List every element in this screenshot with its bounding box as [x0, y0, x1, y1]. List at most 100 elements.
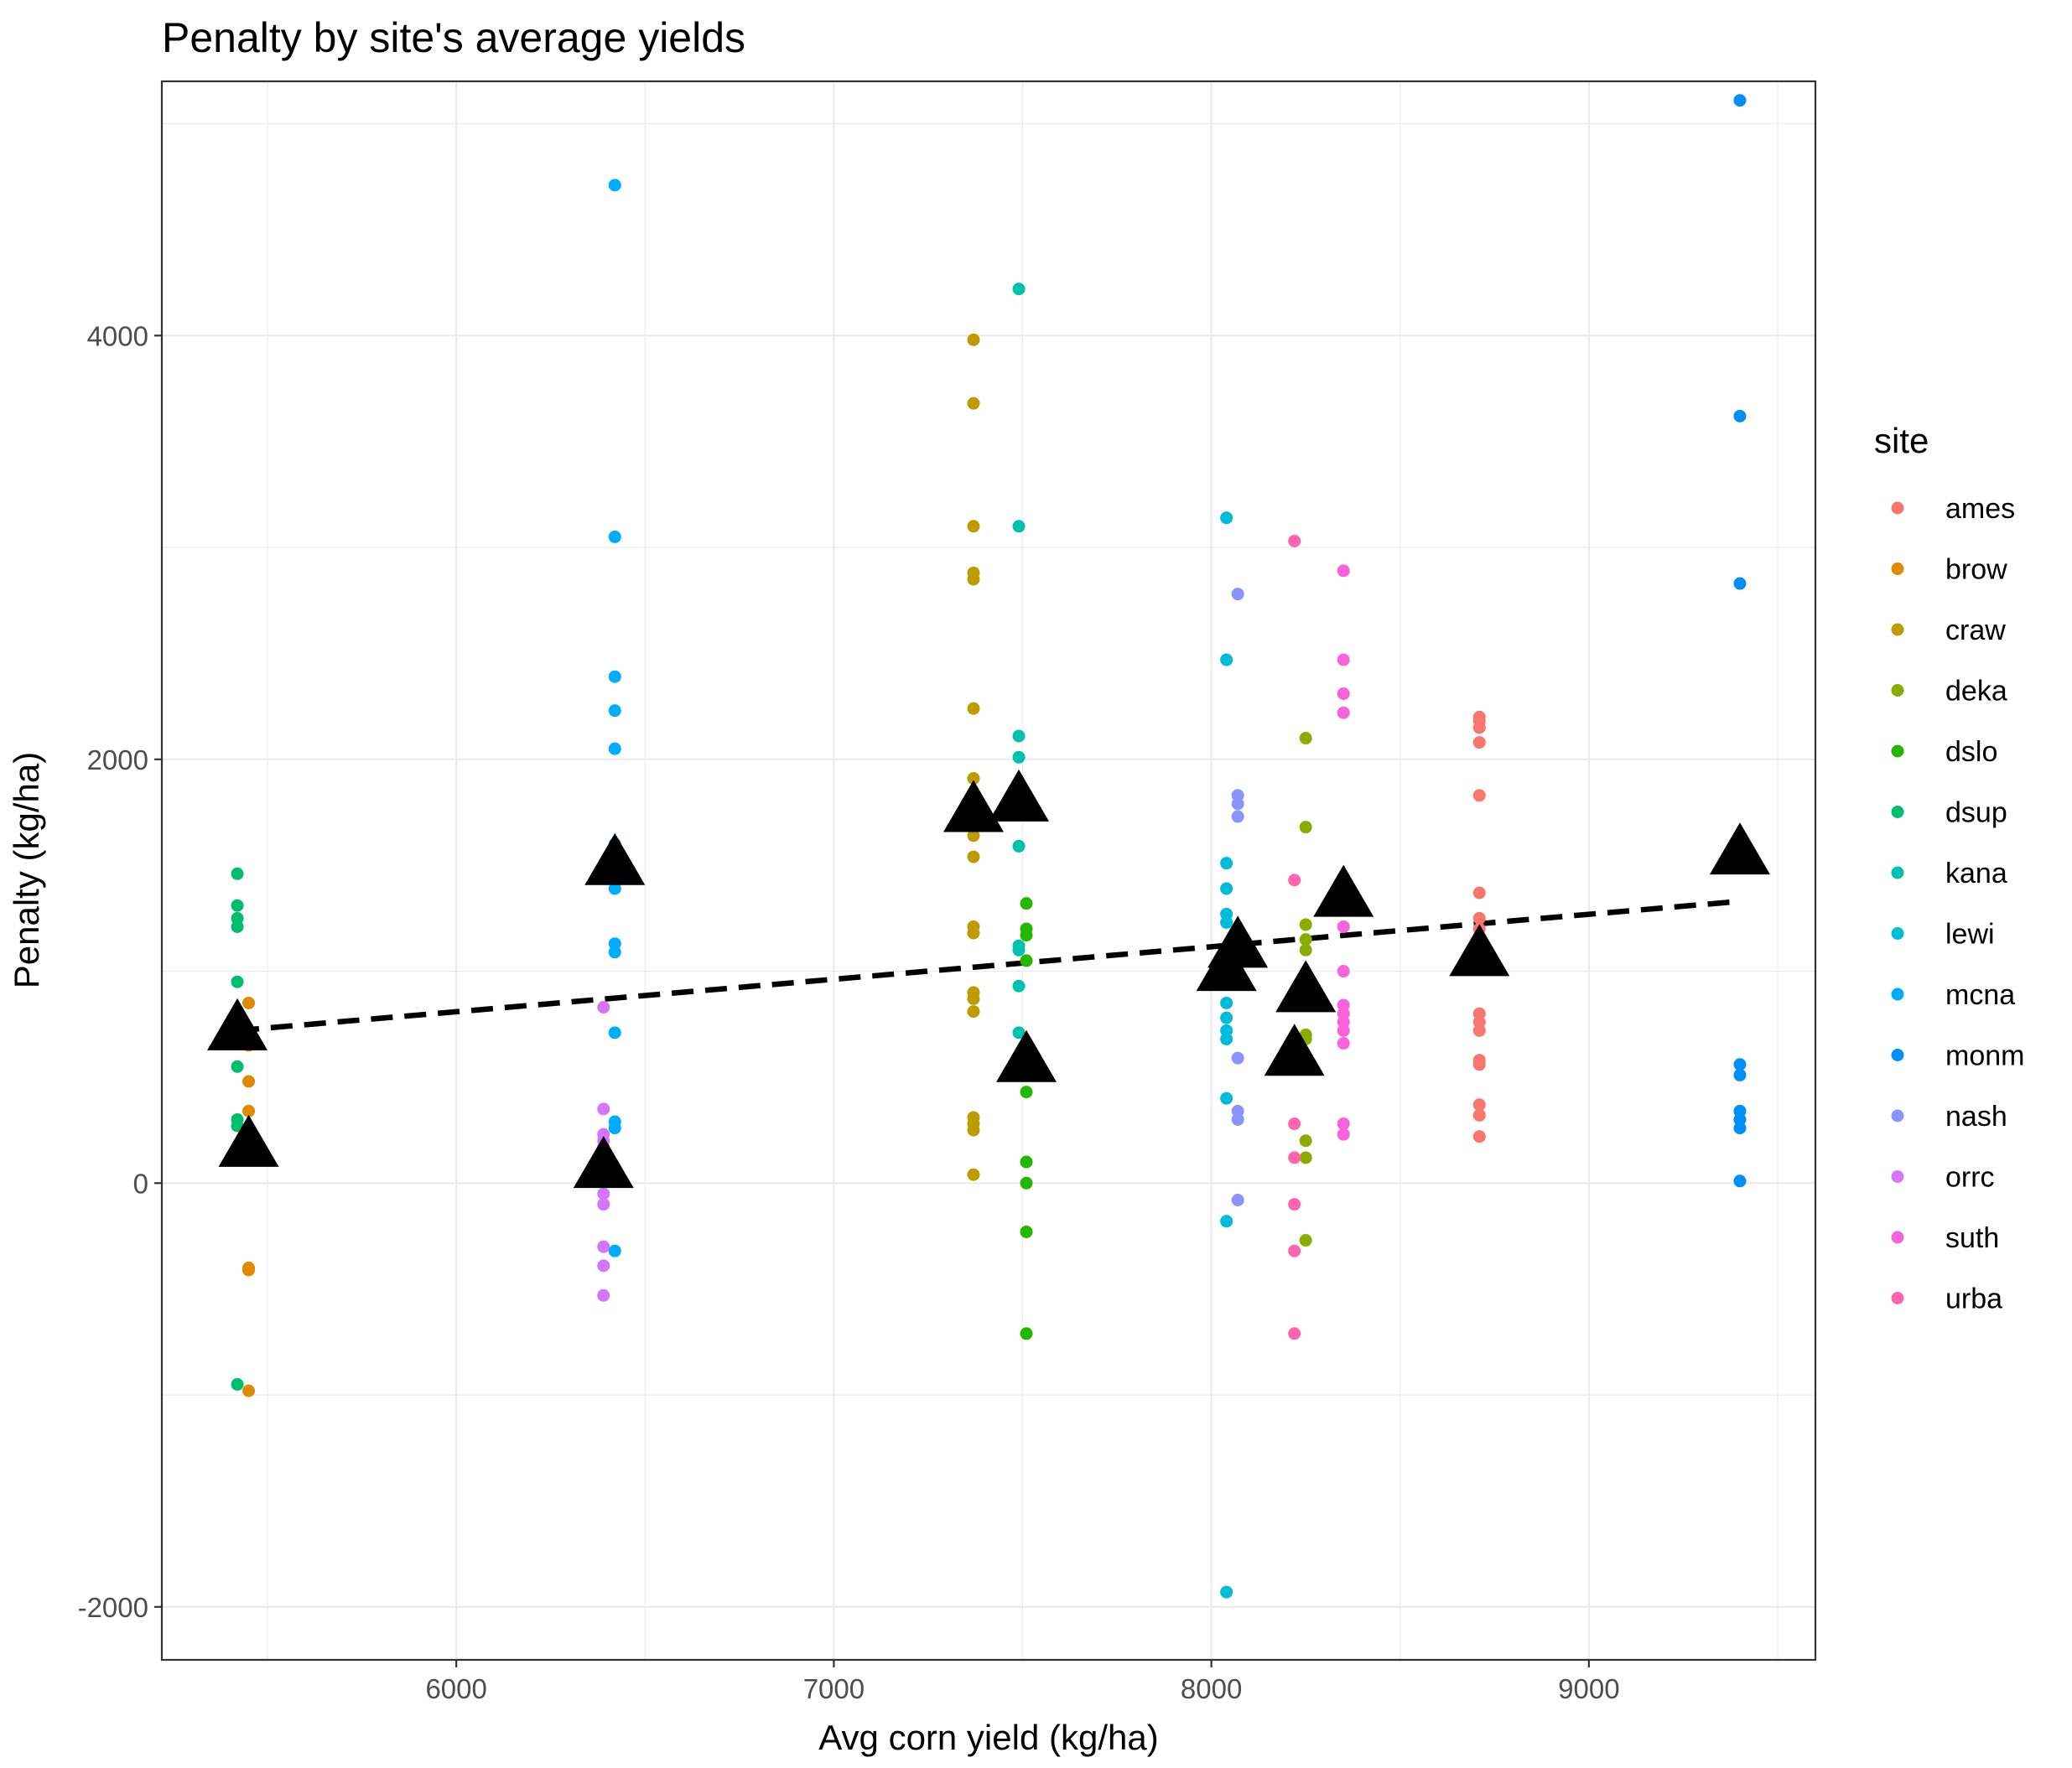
x-tick-label: 7000: [803, 1673, 865, 1704]
data-point-nash: [1231, 1051, 1244, 1065]
data-point-ames: [1472, 721, 1486, 734]
x-tick-label: 6000: [425, 1673, 486, 1704]
data-point-dslo: [1020, 1086, 1033, 1099]
y-axis: -2000 0 2000 4000: [78, 320, 162, 1623]
data-point-mcna: [608, 670, 621, 683]
major-gridlines: [162, 81, 1815, 1660]
data-point-deka: [1299, 1151, 1312, 1164]
data-point-orrc: [597, 1240, 610, 1253]
data-point-brow: [242, 1104, 256, 1117]
data-point-suth: [1337, 1128, 1350, 1141]
data-point-urba: [1288, 1244, 1301, 1257]
legend-label-craw: craw: [1945, 614, 2006, 646]
legend: site ames brow craw deka dslo dsup kana lewi mcn…: [1874, 421, 2024, 1315]
data-point-orrc: [597, 1102, 610, 1116]
data-point-suth: [1337, 920, 1350, 933]
data-point-craw: [967, 520, 980, 533]
average-marker-suth: [1313, 864, 1374, 917]
data-point-craw: [967, 992, 980, 1005]
data-point-dsup: [231, 899, 244, 912]
data-point-brow: [242, 1263, 256, 1277]
legend-label-orrc: orrc: [1945, 1162, 1995, 1194]
legend-label-dslo: dslo: [1945, 736, 1997, 768]
data-point-kana: [1012, 979, 1026, 993]
data-point-deka: [1299, 943, 1312, 957]
legend-key-monm: [1891, 1049, 1904, 1061]
data-point-suth: [1337, 1117, 1350, 1131]
average-marker-dsup: [207, 998, 268, 1050]
legend-key-nash: [1891, 1109, 1904, 1122]
average-marker-deka: [1275, 960, 1337, 1013]
data-point-dslo: [1020, 1176, 1033, 1190]
trend-line: [236, 898, 1741, 1034]
data-point-deka: [1299, 933, 1312, 946]
data-point-deka: [1299, 1134, 1312, 1148]
legend-key-ames: [1891, 501, 1904, 515]
data-point-lewi: [1220, 996, 1233, 1009]
data-point-mcna: [608, 742, 621, 755]
data-point-mcna: [608, 1122, 621, 1135]
average-marker-craw: [943, 780, 1004, 832]
x-tick-label: 8000: [1181, 1673, 1242, 1704]
data-point-mcna: [608, 882, 621, 895]
data-point-kana: [1012, 729, 1026, 743]
data-point-suth: [1337, 653, 1350, 666]
legend-key-dslo: [1891, 744, 1904, 758]
data-point-suth: [1337, 706, 1350, 719]
data-point-kana: [1012, 943, 1026, 957]
data-point-ames: [1472, 886, 1486, 900]
data-point-craw: [967, 850, 980, 863]
data-point-monm: [1733, 409, 1747, 423]
average-marker-mcna: [584, 832, 646, 885]
data-point-lewi: [1220, 915, 1233, 929]
data-point-suth: [1337, 1036, 1350, 1050]
legend-key-orrc: [1891, 1170, 1904, 1183]
data-point-nash: [1231, 1112, 1244, 1126]
data-point-lewi: [1220, 1091, 1233, 1105]
data-point-brow: [242, 1075, 256, 1088]
data-point-dsup: [231, 867, 244, 880]
x-axis-title: Avg corn yield (kg/ha): [818, 1718, 1158, 1757]
data-point-dslo: [1020, 929, 1033, 942]
average-marker-ames: [1449, 924, 1510, 977]
legend-key-craw: [1891, 623, 1904, 636]
data-point-lewi: [1220, 1032, 1233, 1045]
data-point-craw: [967, 397, 980, 410]
data-point-brow: [242, 996, 256, 1009]
legend-label-monm: monm: [1945, 1040, 2024, 1072]
data-point-urba: [1288, 1327, 1301, 1340]
data-point-ames: [1472, 789, 1486, 802]
data-point-mcna: [608, 179, 621, 192]
legend-label-brow: brow: [1945, 554, 2007, 586]
legend-label-deka: deka: [1945, 676, 2007, 708]
data-point-brow: [242, 1384, 256, 1397]
data-point-dslo: [1020, 1327, 1033, 1340]
data-point-urba: [1288, 1151, 1301, 1164]
data-point-suth: [1337, 564, 1350, 578]
data-point-orrc: [597, 1198, 610, 1211]
data-point-craw: [967, 1168, 980, 1181]
y-tick-label: 0: [133, 1168, 148, 1199]
data-point-ames: [1472, 911, 1486, 925]
data-point-kana: [1012, 283, 1026, 296]
data-point-dslo: [1020, 954, 1033, 967]
legend-title: site: [1874, 421, 1929, 460]
data-point-craw: [967, 829, 980, 843]
data-point-lewi: [1220, 653, 1233, 666]
data-point-urba: [1288, 874, 1301, 887]
data-point-monm: [1733, 1068, 1747, 1081]
data-point-monm: [1733, 577, 1747, 590]
data-point-dsup: [231, 975, 244, 988]
data-point-mcna: [608, 1244, 621, 1257]
data-point-ames: [1472, 1024, 1486, 1037]
data-point-deka: [1299, 732, 1312, 745]
data-point-suth: [1337, 1024, 1350, 1037]
minor-gridlines: [162, 81, 1815, 1660]
legend-label-suth: suth: [1945, 1222, 1999, 1254]
data-point-ames: [1472, 736, 1486, 749]
data-point-craw: [967, 333, 980, 346]
data-point-lewi: [1220, 1585, 1233, 1599]
average-marker-nash: [1207, 915, 1269, 968]
